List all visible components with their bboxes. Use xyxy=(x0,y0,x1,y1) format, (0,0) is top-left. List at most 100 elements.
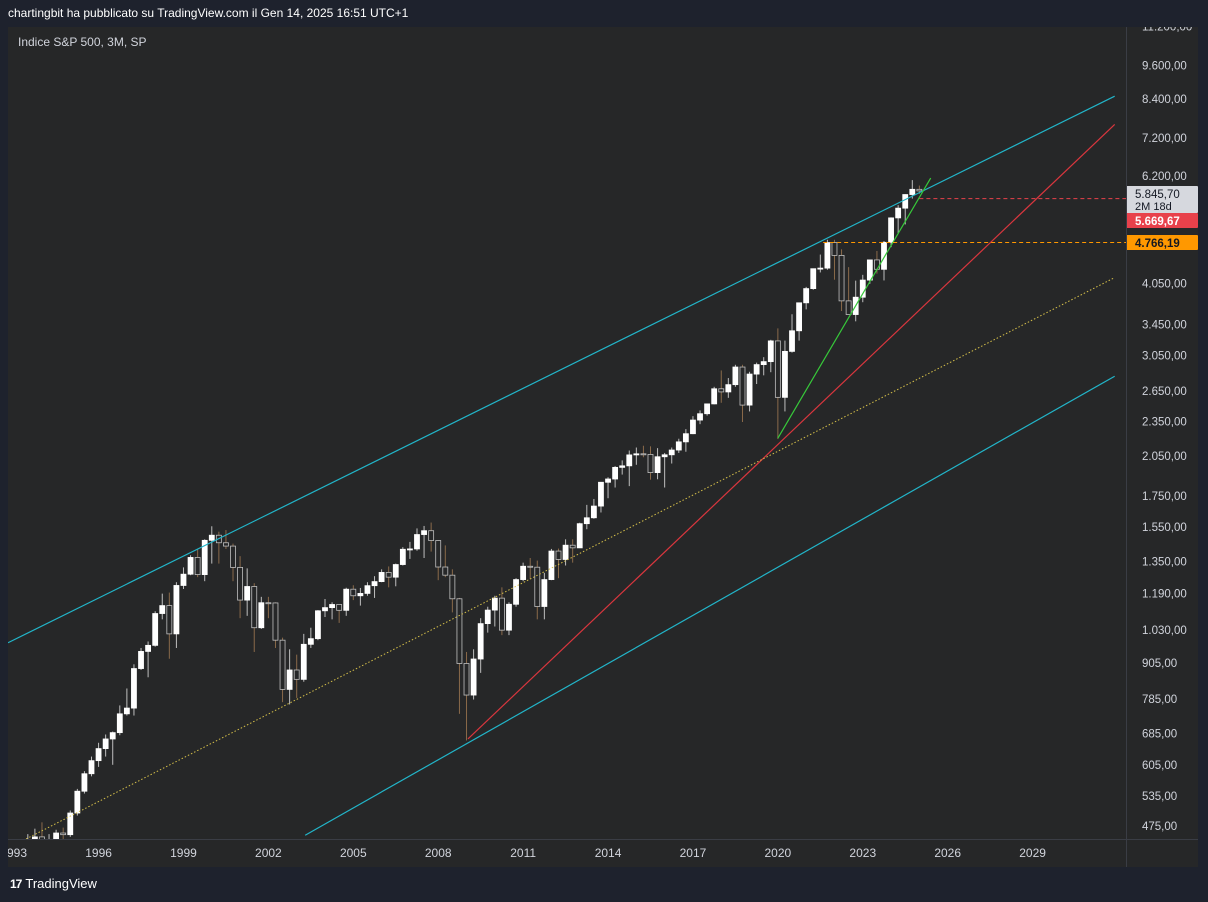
candle-body xyxy=(753,364,760,375)
candle-body xyxy=(399,548,406,565)
x-tick-label: 1993 xyxy=(8,846,27,860)
candle-body xyxy=(866,259,873,281)
candle-body xyxy=(88,760,95,775)
candle-body xyxy=(746,373,753,406)
trend-line-dotted-yellow-4 xyxy=(24,277,1115,839)
candle-body xyxy=(626,454,633,467)
price-tag-value: 5.669,67 xyxy=(1135,216,1180,228)
candle-body xyxy=(173,585,180,635)
price-tag-orange: 4.766,19 xyxy=(1126,235,1198,250)
candle-body xyxy=(831,242,838,256)
candle-body xyxy=(541,579,548,607)
x-tick-label: 2014 xyxy=(595,846,622,860)
candle-body xyxy=(47,843,52,847)
price-axis: 11.200,00 9.600,00 8.400,00 7.200,00 6.200,0… xyxy=(1142,27,1192,833)
x-tick-label: 2011 xyxy=(510,846,536,860)
candle-body xyxy=(711,388,718,405)
candle-body xyxy=(350,588,357,597)
candle-body xyxy=(499,597,505,631)
candle-body xyxy=(322,607,328,612)
candle-body xyxy=(435,540,442,568)
candle-body xyxy=(251,586,258,629)
candle-body xyxy=(555,550,562,560)
candle-body xyxy=(279,639,286,690)
candle-body xyxy=(583,517,590,525)
candles-layer xyxy=(25,180,923,847)
price-tag-countdown: 2M 18d xyxy=(1135,201,1172,213)
candle-body xyxy=(258,602,265,629)
x-tick-label: 2002 xyxy=(255,846,282,860)
chart-area[interactable]: 11.200,00 9.600,00 8.400,00 7.200,00 6.200,0… xyxy=(8,27,1198,867)
tradingview-logo-text: TradingView xyxy=(25,876,97,891)
y-tick-label: 2.350,00 xyxy=(1142,416,1187,428)
candle-body xyxy=(166,605,173,635)
candle-body xyxy=(414,534,420,550)
candle-body xyxy=(265,602,272,605)
y-tick-label: 475,00 xyxy=(1142,821,1177,833)
candle-body xyxy=(300,643,307,680)
candle-body xyxy=(605,478,611,483)
price-tag-bg xyxy=(1126,186,1198,213)
candle-body xyxy=(329,604,335,609)
candle-body xyxy=(760,361,767,366)
candlestick-chart[interactable]: 11.200,00 9.600,00 8.400,00 7.200,00 6.200,0… xyxy=(8,27,1198,867)
candle-body xyxy=(612,466,619,480)
candle-body xyxy=(718,388,725,393)
y-tick-label: 4.050,00 xyxy=(1142,279,1187,291)
candle-body xyxy=(774,340,781,398)
candle-body xyxy=(237,566,243,601)
candle-body xyxy=(442,566,449,576)
trendlines-layer xyxy=(8,95,1116,839)
y-tick-label: 7.200,00 xyxy=(1142,133,1187,145)
y-tick-label: 1.190,00 xyxy=(1142,589,1187,601)
candle-body xyxy=(506,603,512,631)
candle-body xyxy=(633,453,640,456)
candle-body xyxy=(732,366,739,386)
candle-body xyxy=(145,644,152,652)
candle-body xyxy=(407,548,413,551)
candle-body xyxy=(357,593,364,597)
candle-body xyxy=(25,841,30,846)
candle-body xyxy=(548,550,555,580)
tradingview-logo[interactable]: 17 TradingView xyxy=(10,876,97,891)
y-tick-label: 3.450,00 xyxy=(1142,319,1187,331)
price-tag-bg xyxy=(1126,235,1198,250)
candle-body xyxy=(102,738,109,749)
price-tag-red: 5.669,67 xyxy=(1126,213,1198,228)
candle-body xyxy=(682,433,689,443)
tradingview-logo-icon: 17 xyxy=(10,876,22,891)
candle-body xyxy=(456,598,463,664)
candle-body xyxy=(152,613,159,646)
candle-body xyxy=(428,530,435,541)
candle-body xyxy=(690,419,696,435)
candle-body xyxy=(74,790,81,814)
candle-body xyxy=(371,581,378,587)
candle-body xyxy=(902,194,909,209)
candle-body xyxy=(810,268,817,289)
candle-body xyxy=(159,605,166,614)
candle-body xyxy=(31,836,38,839)
x-tick-label: 2023 xyxy=(849,846,876,860)
candle-body xyxy=(109,732,116,740)
candle-body xyxy=(230,545,236,568)
y-tick-label: 605,00 xyxy=(1142,760,1177,772)
candle-body xyxy=(364,585,371,594)
candle-body xyxy=(619,465,626,468)
candle-body xyxy=(336,604,343,611)
candle-body xyxy=(789,330,795,352)
y-tick-label: 1.030,00 xyxy=(1142,625,1187,637)
candle-body xyxy=(661,454,668,458)
candle-body xyxy=(824,242,831,269)
candle-body xyxy=(916,188,923,192)
x-tick-label: 1999 xyxy=(170,846,197,860)
candle-body xyxy=(343,588,350,611)
published-by-text: chartingbit ha pubblicato su TradingView… xyxy=(8,6,409,20)
y-tick-label: 8.400,00 xyxy=(1142,94,1187,106)
symbol-legend[interactable]: Indice S&P 500, 3M, SP xyxy=(18,35,147,49)
candle-body xyxy=(60,832,67,836)
candle-body xyxy=(534,566,541,607)
candle-body xyxy=(562,544,569,560)
price-tag-bg xyxy=(1126,213,1198,228)
candle-body xyxy=(881,241,887,270)
